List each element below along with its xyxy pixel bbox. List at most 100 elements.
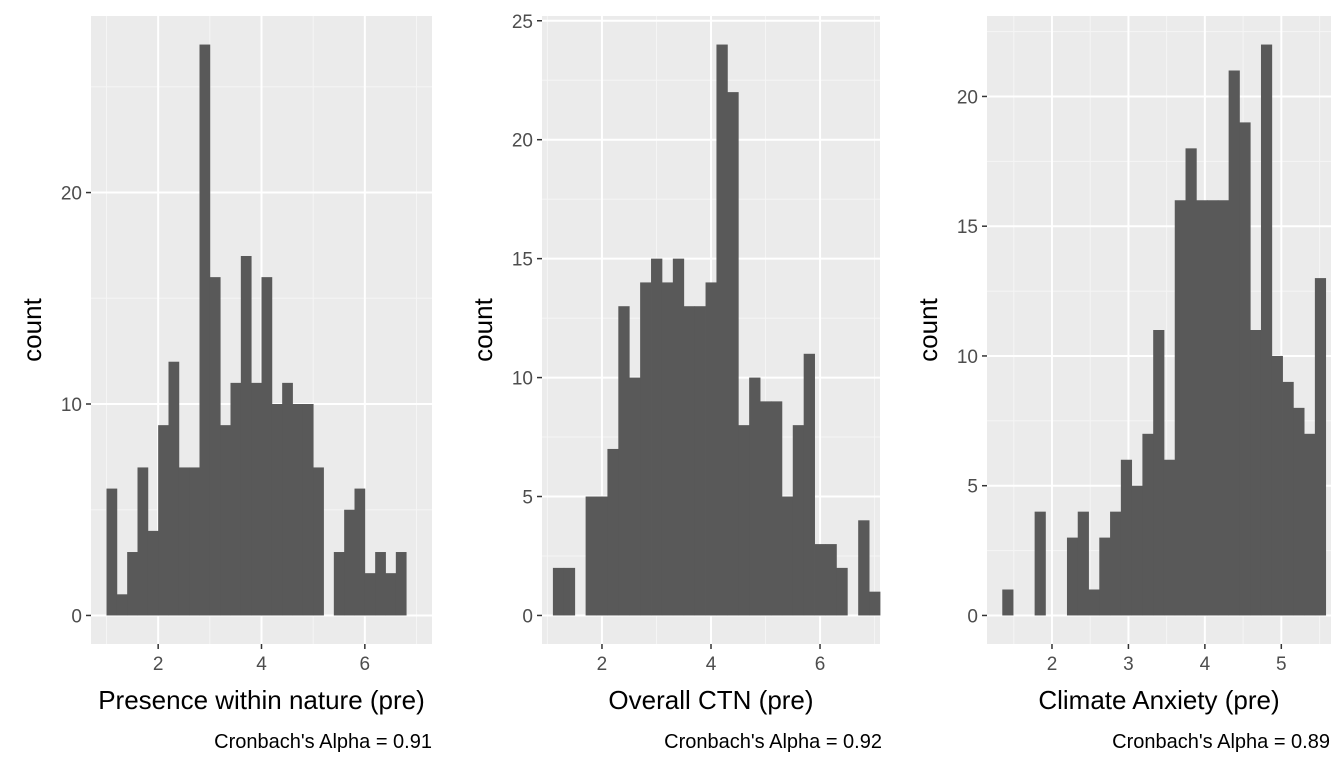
y-tick-label: 0 [71, 606, 82, 627]
histogram-bar [178, 467, 190, 616]
histogram-bar [1260, 44, 1273, 616]
y-tick-label: 10 [957, 347, 978, 368]
histogram-bar [364, 573, 376, 616]
histogram-bar [251, 382, 262, 616]
histogram-bar [1163, 459, 1176, 616]
cronbach-alpha-caption: Cronbach's Alpha = 0.91 [214, 731, 432, 753]
histogram-bar [282, 382, 293, 616]
histogram-bar [1314, 278, 1327, 616]
y-axis-title: count [913, 297, 943, 361]
histogram-bar [127, 552, 138, 616]
histogram-bar [1077, 511, 1089, 616]
histogram-bar [672, 258, 685, 616]
histogram-bar [738, 425, 750, 616]
histogram-bar [1228, 70, 1240, 616]
y-axis-title: count [468, 297, 498, 361]
histogram-bar [189, 467, 200, 616]
histogram-bar [1153, 330, 1165, 616]
histogram-bar [375, 552, 386, 616]
histogram-bar [694, 306, 706, 616]
histogram-bar [607, 448, 619, 616]
histogram-bar [354, 488, 366, 616]
histogram-bar [106, 488, 118, 616]
y-tick-label: 15 [957, 217, 978, 238]
histogram-bar [563, 567, 576, 616]
histogram-bar [1196, 200, 1208, 616]
histogram-bar [220, 425, 231, 616]
histogram-bar [552, 567, 565, 616]
y-tick-label: 15 [512, 250, 533, 271]
histogram-bar [760, 401, 772, 616]
histogram-bar [836, 567, 848, 616]
histogram-bar [869, 591, 881, 616]
x-axis-title: Presence within nature (pre) [98, 685, 425, 715]
x-tick-label: 6 [815, 654, 826, 675]
histogram-bar [618, 306, 630, 616]
cronbach-alpha-caption: Cronbach's Alpha = 0.89 [1112, 731, 1330, 753]
histogram-bar [1142, 433, 1154, 616]
histogram-bar [1185, 148, 1197, 616]
histogram-bar [137, 467, 149, 616]
histogram-bar [792, 425, 805, 616]
y-tick-label: 20 [61, 184, 82, 205]
histogram-bar [1034, 511, 1046, 616]
histogram-bar [344, 509, 355, 616]
x-tick-label: 4 [706, 654, 717, 675]
histogram-bar [1239, 122, 1251, 616]
histogram-bar [168, 361, 180, 616]
histogram-bar [683, 306, 696, 616]
histogram-bar [271, 404, 283, 616]
histogram-bar [825, 544, 837, 616]
y-tick-label: 10 [512, 369, 533, 390]
x-tick-label: 5 [1276, 654, 1287, 675]
x-tick-label: 3 [1123, 654, 1134, 675]
histogram-bar [292, 404, 304, 616]
histogram-bar [1304, 433, 1316, 616]
y-tick-label: 5 [967, 477, 978, 498]
y-tick-label: 20 [957, 87, 978, 108]
histogram-bar [230, 382, 242, 616]
histogram-bar [395, 552, 407, 616]
histogram-bar [596, 496, 608, 616]
y-tick-label: 0 [522, 606, 533, 627]
histogram-bar [585, 496, 597, 616]
y-tick-label: 10 [61, 395, 82, 416]
histogram-bar [261, 277, 273, 616]
histogram-bar [209, 277, 221, 616]
histogram-bar [1099, 537, 1111, 616]
histogram-bar [629, 377, 641, 616]
histogram-bar [116, 594, 128, 616]
histogram-bar [1088, 589, 1100, 616]
x-axis-title: Overall CTN (pre) [608, 685, 813, 715]
histogram-bar [199, 44, 211, 616]
histogram-bar [716, 44, 728, 616]
histogram-bar [651, 258, 663, 616]
histogram-bar [1174, 200, 1186, 616]
histogram-bar [147, 530, 159, 616]
histogram-bar [1066, 537, 1079, 616]
histogram-bar [385, 573, 397, 616]
histogram-bar [302, 404, 314, 616]
histogram-bar [1110, 511, 1122, 616]
histogram-bar [803, 353, 815, 616]
y-axis-title: count [17, 297, 47, 361]
histogram-bar [1293, 407, 1305, 616]
histogram-bar [749, 377, 761, 616]
histogram-bar [1271, 355, 1283, 616]
histogram-bar [1250, 330, 1262, 616]
x-tick-label: 4 [256, 654, 267, 675]
histogram-panel-2: 2 4 6 0 5 10 15 20 25 Overall CTN (pre) count Cronb… [468, 12, 882, 753]
histogram-bar [158, 425, 169, 616]
histogram-bar [814, 544, 826, 616]
x-tick-label: 6 [360, 654, 371, 675]
y-tick-label: 25 [512, 12, 533, 33]
histogram-bar [1002, 589, 1014, 616]
histogram-bar [640, 282, 652, 616]
histogram-bar [661, 282, 674, 616]
histogram-bar [1207, 200, 1219, 616]
x-axis-title: Climate Anxiety (pre) [1038, 685, 1279, 715]
y-tick-label: 20 [512, 131, 533, 152]
histogram-bar [1282, 381, 1294, 616]
histogram-bar [1217, 200, 1230, 616]
